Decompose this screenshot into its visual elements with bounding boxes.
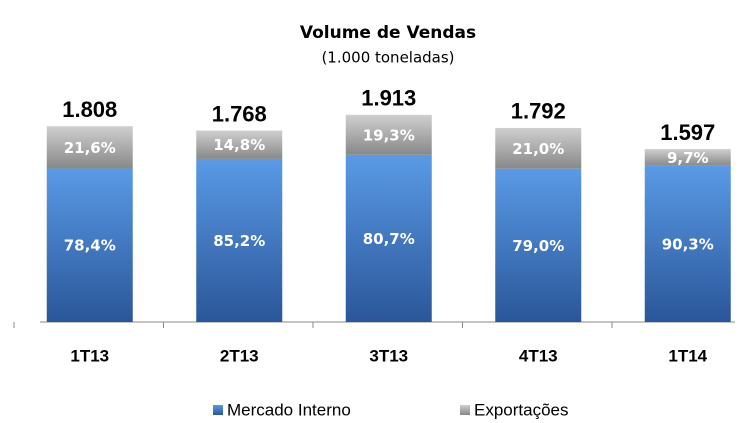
- total-label: 1.792: [511, 99, 566, 124]
- legend-swatch: [460, 405, 470, 415]
- bar-segment: [46, 168, 133, 322]
- segment-label: 21,0%: [512, 140, 564, 158]
- x-tick-label: 1T13: [70, 346, 109, 365]
- segment-label: 80,7%: [363, 230, 415, 248]
- total-label: 1.913: [361, 86, 416, 111]
- bar-segment: [46, 126, 133, 169]
- segment-label: 14,8%: [213, 136, 265, 154]
- bar-segment: [644, 149, 731, 166]
- segment-label: 9,7%: [667, 149, 709, 167]
- segment-label: 21,6%: [64, 139, 116, 157]
- bar-segment: [495, 168, 582, 322]
- segment-label: 79,0%: [512, 237, 564, 255]
- segment-label: 78,4%: [64, 237, 116, 255]
- bar-segment: [495, 127, 582, 169]
- chart-title: Volume de Vendas: [300, 23, 476, 43]
- x-tick-label: 4T13: [519, 346, 558, 365]
- segment-label: 85,2%: [213, 232, 265, 250]
- legend-label: Exportações: [474, 400, 569, 419]
- legend-label: Mercado Interno: [227, 400, 351, 419]
- chart-subtitle: (1.000 toneladas): [321, 49, 454, 67]
- x-tick-label: 1T14: [668, 346, 707, 365]
- total-label: 1.808: [62, 97, 117, 122]
- bar-segment: [644, 165, 731, 322]
- segment-label: 90,3%: [662, 235, 714, 253]
- x-tick-label: 2T13: [220, 346, 259, 365]
- total-label: 1.597: [660, 120, 715, 145]
- bar-segment: [196, 130, 283, 159]
- bar-segment: [345, 114, 432, 155]
- x-tick-label: 3T13: [369, 346, 408, 365]
- total-label: 1.768: [212, 101, 267, 126]
- segment-label: 19,3%: [363, 126, 415, 144]
- legend-swatch: [213, 405, 223, 415]
- bar-segment: [196, 158, 283, 322]
- bar-segment: [345, 154, 432, 322]
